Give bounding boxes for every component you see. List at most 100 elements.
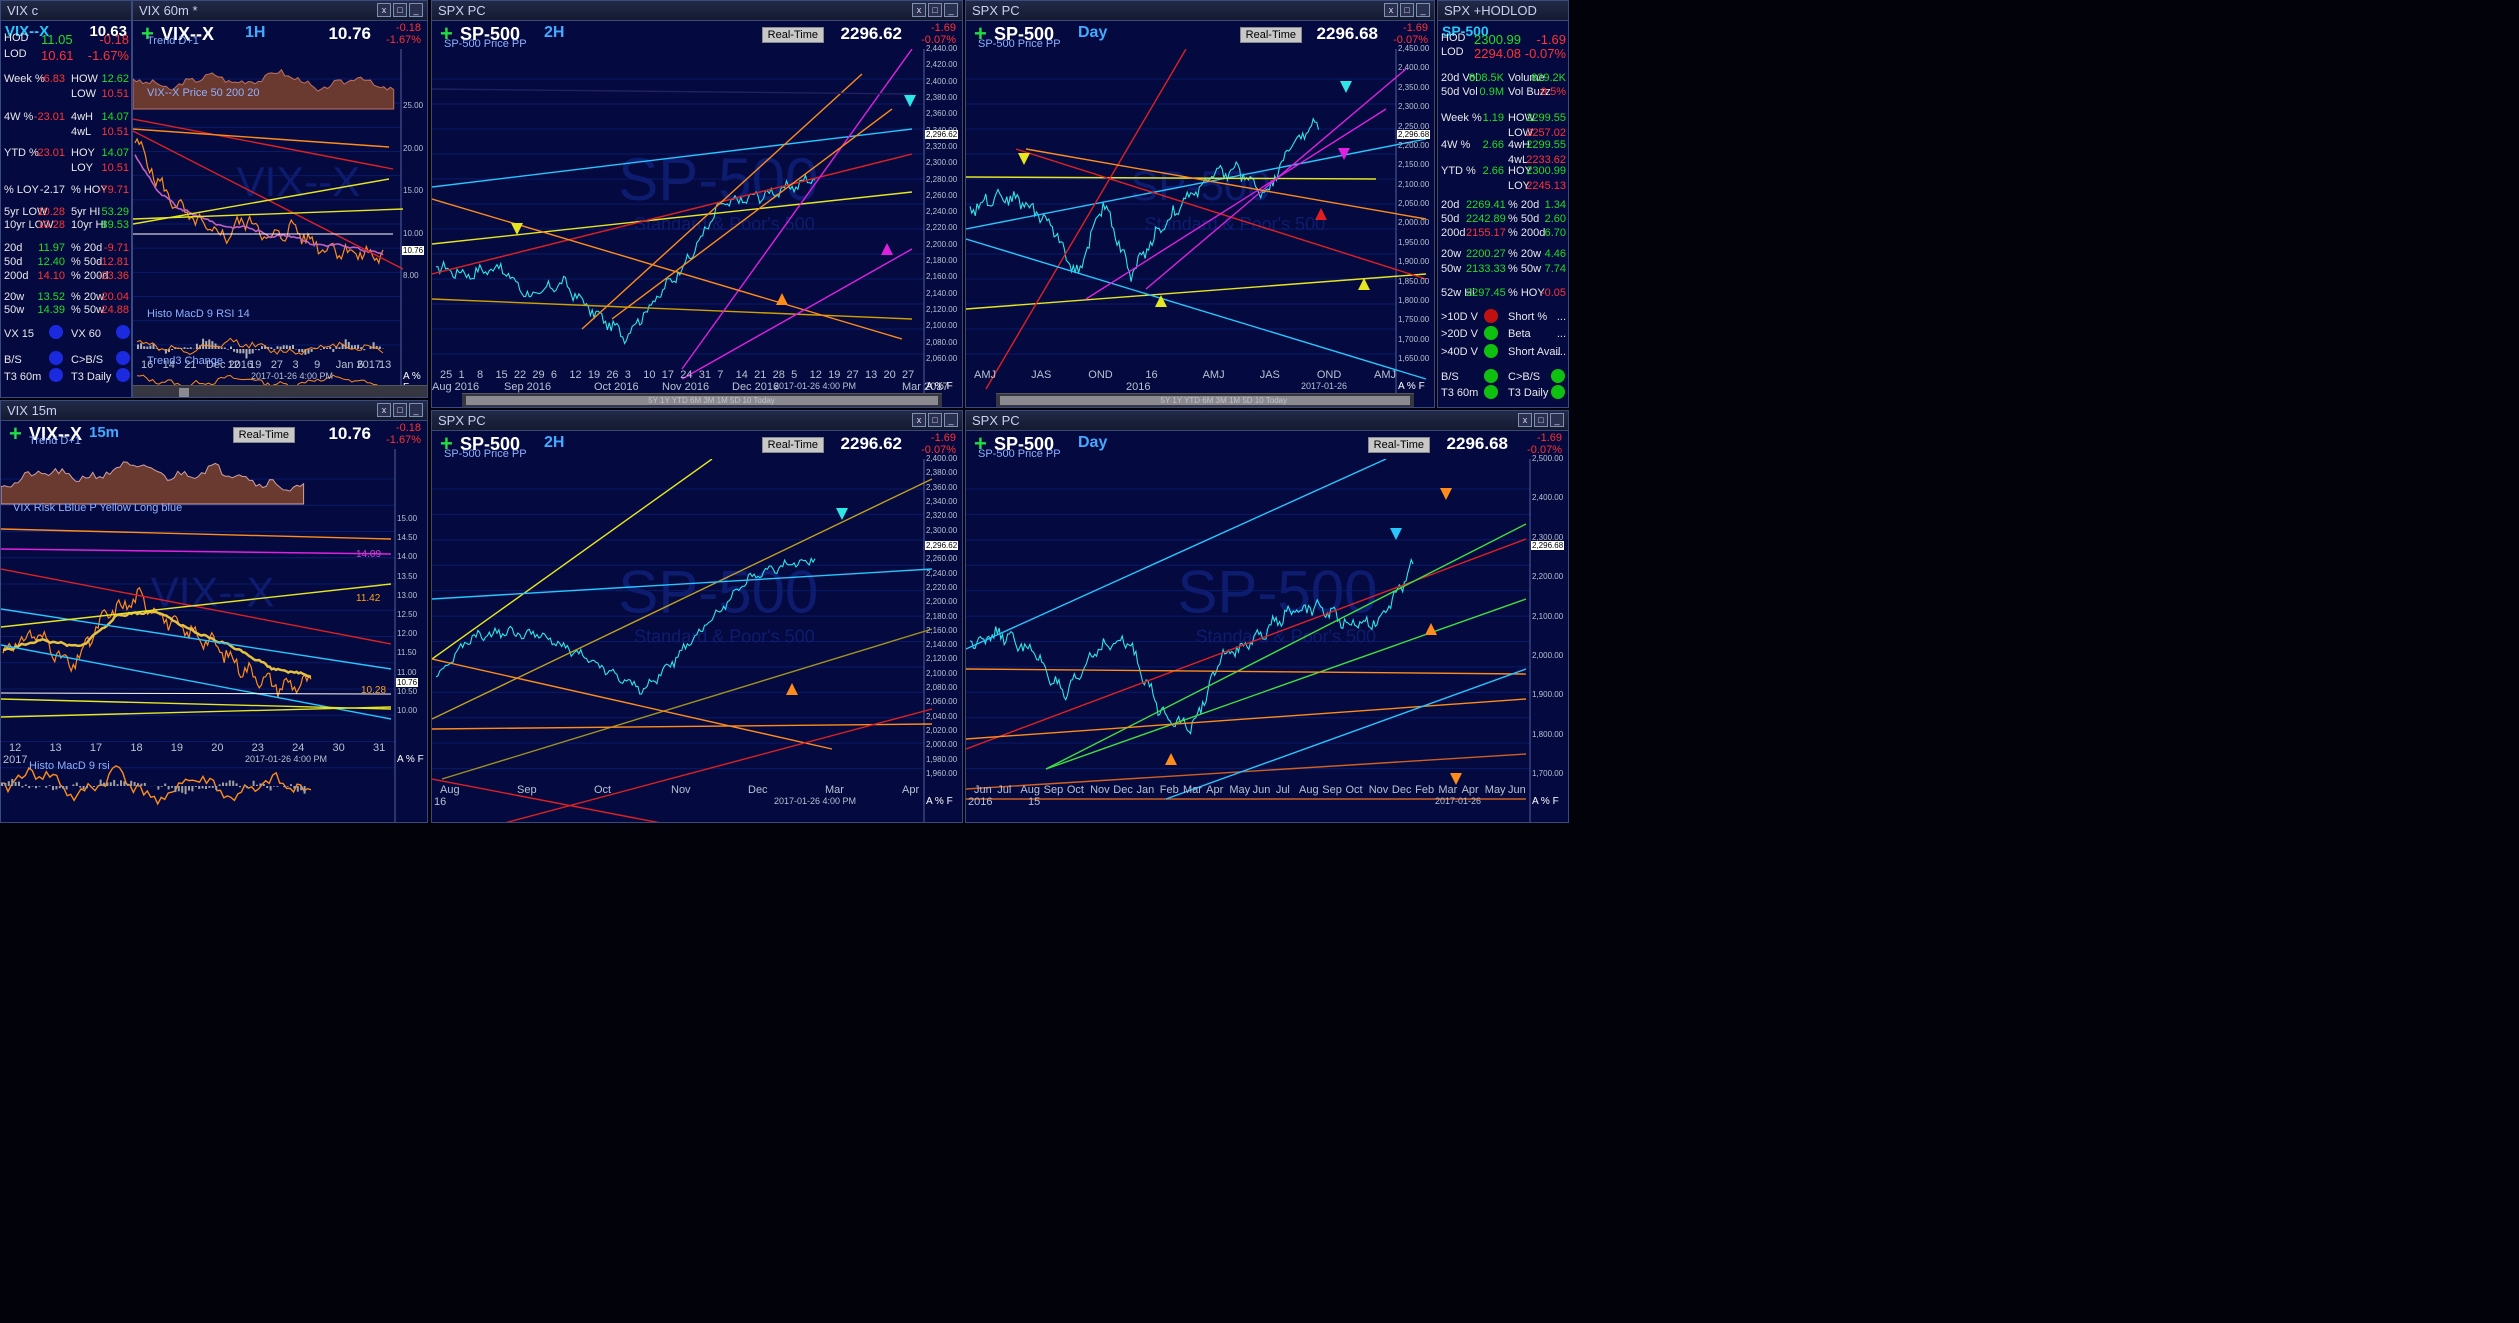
add-symbol-icon[interactable]: + [141, 21, 154, 46]
trendline[interactable] [432, 478, 933, 720]
symbol-field[interactable]: SP-500 [460, 24, 521, 44]
trendline[interactable] [966, 459, 1387, 650]
symbol-field[interactable]: VIX--X [29, 424, 83, 444]
trendline[interactable] [133, 208, 404, 220]
trendline[interactable] [432, 153, 913, 275]
trendline[interactable] [432, 198, 903, 340]
scroll-thumb[interactable] [179, 388, 189, 397]
trendline[interactable] [681, 248, 913, 380]
trendline[interactable] [432, 723, 933, 730]
trendline[interactable] [966, 538, 1527, 750]
study-legend[interactable]: SP-500 Price PP [444, 38, 527, 50]
timeframe-selector[interactable]: 2H [544, 434, 565, 451]
close-icon[interactable]: x [377, 3, 391, 17]
trendline[interactable] [1, 698, 392, 710]
scale-options[interactable]: A % F [397, 754, 424, 765]
scale-options[interactable]: A % F [1398, 381, 1425, 392]
vix-quote-titlebar[interactable]: VIX c [1, 1, 131, 21]
maximize-icon[interactable]: □ [393, 403, 407, 417]
study-legend[interactable]: VIX Risk LBlue P Yellow Long blue [13, 502, 183, 514]
minimize-icon[interactable]: _ [409, 403, 423, 417]
spx-quote-titlebar[interactable]: SPX +HODLOD [1438, 1, 1568, 21]
trendline[interactable] [1085, 108, 1387, 300]
minimize-icon[interactable]: _ [944, 413, 958, 427]
trendline[interactable] [1, 583, 392, 628]
window-titlebar[interactable]: SPX PC _ □ x [966, 411, 1568, 431]
trendline[interactable] [482, 708, 933, 823]
close-icon[interactable]: x [912, 3, 926, 17]
timeframe-selector[interactable]: 2H [544, 24, 565, 41]
trendline[interactable] [966, 668, 1527, 675]
chart-window-6[interactable]: SPX PC _ □ x + SP-500 Day 2296.68 -1.69 -0.07% Rea… [965, 410, 1569, 823]
symbol-field[interactable]: SP-500 [460, 434, 521, 454]
spx-symbol[interactable]: SP-500 [1442, 23, 1489, 39]
close-icon[interactable]: x [377, 403, 391, 417]
chart-canvas[interactable]: VIX--X [1, 449, 428, 823]
trendline[interactable] [966, 238, 1427, 380]
minimize-icon[interactable]: _ [409, 3, 423, 17]
scale-options[interactable]: A % F [926, 796, 953, 807]
study-legend[interactable]: VIX--X Price 50 200 20 [147, 87, 260, 99]
chart-window-4[interactable]: VIX 15m _ □ x + VIX--X 15m 10.76 -0.18 -1.67% Real… [0, 400, 428, 823]
add-symbol-icon[interactable]: + [440, 431, 453, 456]
maximize-icon[interactable]: □ [928, 413, 942, 427]
add-symbol-icon[interactable]: + [974, 431, 987, 456]
trendline[interactable] [1025, 148, 1427, 220]
timeframe-selector[interactable]: Day [1078, 434, 1108, 451]
scale-options[interactable]: A % F [1532, 796, 1559, 807]
symbol-field[interactable]: SP-500 [994, 24, 1055, 44]
window-titlebar[interactable]: SPX PC _ □ x [432, 411, 962, 431]
window-titlebar[interactable]: SPX PC _ □ x [432, 1, 962, 21]
maximize-icon[interactable]: □ [928, 3, 942, 17]
minimize-icon[interactable]: _ [1550, 413, 1564, 427]
trendline[interactable] [1165, 668, 1527, 800]
trendline[interactable] [432, 459, 713, 660]
trendline[interactable] [432, 658, 833, 750]
maximize-icon[interactable]: □ [1400, 3, 1414, 17]
time-scrollbar[interactable]: 5Y 1Y YTD 6M 3M 1M 5D 10 Today [462, 393, 942, 407]
close-icon[interactable]: x [1518, 413, 1532, 427]
vix-symbol[interactable]: VIX--X [5, 23, 50, 40]
trendline[interactable] [966, 138, 1427, 230]
time-scrollbar[interactable]: 5Y 1Y YTD 6M 3M 1M 5D 10 Today [996, 393, 1414, 407]
window-titlebar[interactable]: VIX 60m * _ □ x [133, 1, 427, 21]
trendline[interactable] [966, 753, 1527, 790]
study-legend[interactable]: SP-500 Price PP [444, 448, 527, 460]
trendline[interactable] [1045, 598, 1527, 770]
trendline[interactable] [432, 191, 913, 245]
trendline[interactable] [1, 692, 392, 695]
trendline[interactable] [432, 298, 913, 320]
trendline[interactable] [432, 568, 933, 600]
trendline[interactable] [681, 49, 913, 370]
trendline[interactable] [133, 118, 394, 170]
trendline[interactable] [966, 176, 1377, 180]
trendline[interactable] [966, 273, 1427, 310]
trendline[interactable] [432, 128, 913, 188]
chart-canvas[interactable]: VIX--X [133, 49, 428, 398]
maximize-icon[interactable]: □ [1534, 413, 1548, 427]
time-scrollbar[interactable] [133, 385, 427, 397]
trendline[interactable] [133, 178, 390, 225]
close-icon[interactable]: x [1384, 3, 1398, 17]
timeframe-buttons[interactable]: 5Y 1Y YTD 6M 3M 1M 5D 10 Today [648, 396, 775, 405]
timeframe-selector[interactable]: 15m [89, 424, 120, 441]
trendline[interactable] [441, 628, 933, 780]
timeframe-selector[interactable]: Day [1078, 24, 1108, 41]
timeframe-selector[interactable]: 1H [245, 24, 266, 41]
trendline[interactable] [432, 778, 692, 823]
study-legend[interactable]: SP-500 Price PP [978, 448, 1061, 460]
chart-window-3[interactable]: SPX PC _ □ x + SP-500 Day 2296.68 -1.69 -0.07% Rea… [965, 0, 1435, 408]
trendline[interactable] [1, 568, 392, 645]
trendline[interactable] [1, 528, 392, 540]
add-symbol-icon[interactable]: + [974, 21, 987, 46]
timeframe-buttons[interactable]: 5Y 1Y YTD 6M 3M 1M 5D 10 Today [1160, 396, 1288, 405]
trendline[interactable] [432, 88, 913, 95]
chart-window-2[interactable]: SPX PC _ □ x + SP-500 2H 2296.62 -1.69 -0.07% Real… [431, 0, 963, 408]
scroll-thumb[interactable] [466, 396, 938, 405]
symbol-field[interactable]: SP-500 [994, 434, 1055, 454]
minimize-icon[interactable]: _ [1416, 3, 1430, 17]
trendline[interactable] [966, 698, 1527, 740]
